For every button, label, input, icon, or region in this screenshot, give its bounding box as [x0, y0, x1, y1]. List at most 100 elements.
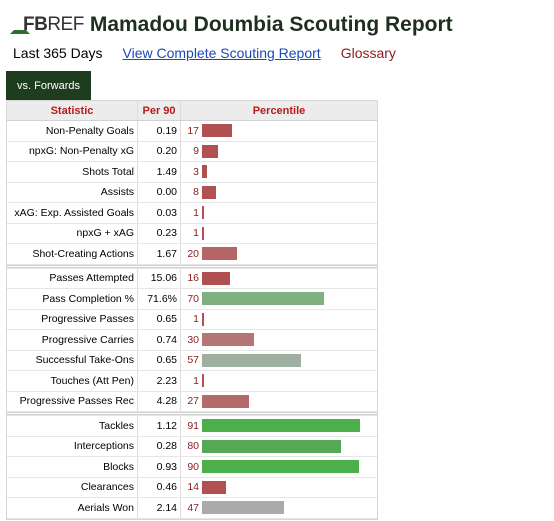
- stat-percentile-cell: 20: [181, 244, 377, 264]
- stat-percentile-cell: 30: [181, 330, 377, 350]
- percentile-bar: [202, 312, 204, 326]
- table-row: Passes Attempted 15.06 16: [7, 268, 377, 289]
- stat-percentile-cell: 17: [181, 121, 377, 141]
- stat-name: Passes Attempted: [7, 268, 138, 288]
- stat-percentile-cell: 1: [181, 203, 377, 223]
- stat-name: Clearances: [7, 477, 138, 497]
- percentile-value: 90: [187, 460, 199, 473]
- percentile-value: 27: [187, 395, 199, 408]
- percentile-value: 9: [193, 145, 199, 158]
- stat-per90: 4.28: [138, 391, 181, 411]
- table-row: npxG: Non-Penalty xG 0.20 9: [7, 141, 377, 162]
- stat-percentile-cell: 1: [181, 224, 377, 244]
- stat-percentile-cell: 91: [181, 416, 377, 436]
- stat-name: Aerials Won: [7, 498, 138, 518]
- stat-name: Interceptions: [7, 436, 138, 456]
- percentile-bar: [202, 185, 216, 199]
- stat-name: Non-Penalty Goals: [7, 121, 138, 141]
- stat-per90: 0.93: [138, 457, 181, 477]
- stat-per90: 0.74: [138, 330, 181, 350]
- table-row: Pass Completion % 71.6% 70: [7, 289, 377, 310]
- stat-per90: 0.00: [138, 182, 181, 202]
- stat-name: Tackles: [7, 416, 138, 436]
- stat-percentile-cell: 80: [181, 437, 377, 457]
- stat-per90: 0.20: [138, 141, 181, 161]
- group-separator: [7, 264, 377, 269]
- table-row: Assists 0.00 8: [7, 182, 377, 203]
- percentile-bar: [202, 165, 207, 179]
- stat-name: Progressive Passes: [7, 309, 138, 329]
- percentile-value: 70: [187, 292, 199, 305]
- table-row: npxG + xAG 0.23 1: [7, 223, 377, 244]
- stat-per90: 1.67: [138, 244, 181, 264]
- percentile-value: 14: [187, 481, 199, 494]
- stat-name: Assists: [7, 182, 138, 202]
- table-row: Blocks 0.93 90: [7, 457, 377, 478]
- stat-percentile-cell: 57: [181, 351, 377, 371]
- stat-per90: 0.65: [138, 350, 181, 370]
- table-row: xAG: Exp. Assisted Goals 0.03 1: [7, 203, 377, 224]
- period-label: Last 365 Days: [13, 45, 103, 61]
- page-title: Mamadou Doumbia Scouting Report: [89, 13, 453, 36]
- table-row: Progressive Passes 0.65 1: [7, 309, 377, 330]
- stat-name: Successful Take-Ons: [7, 350, 138, 370]
- percentile-bar: [202, 206, 204, 220]
- header-percentile[interactable]: Percentile: [252, 104, 306, 117]
- percentile-bar: [202, 439, 341, 453]
- table-row: Interceptions 0.28 80: [7, 436, 377, 457]
- stat-name: npxG + xAG: [7, 223, 138, 243]
- stat-per90: 0.03: [138, 203, 181, 223]
- table-body: Non-Penalty Goals 0.19 17 npxG: Non-Penalty…: [7, 121, 377, 519]
- stat-name: npxG: Non-Penalty xG: [7, 141, 138, 161]
- percentile-value: 47: [187, 501, 199, 514]
- fbref-logo[interactable]: FB REF: [10, 14, 84, 36]
- table-row: Non-Penalty Goals 0.19 17: [7, 121, 377, 142]
- glossary-link[interactable]: Glossary: [340, 45, 396, 61]
- stat-percentile-cell: 16: [181, 269, 377, 289]
- percentile-value: 57: [187, 354, 199, 367]
- stat-name: Progressive Passes Rec: [7, 391, 138, 411]
- stat-name: Shot-Creating Actions: [7, 244, 138, 264]
- percentile-value: 17: [187, 124, 199, 137]
- percentile-bar: [202, 501, 284, 515]
- stat-per90: 2.23: [138, 371, 181, 391]
- report-subnav: Last 365 Days View Complete Scouting Rep…: [13, 45, 416, 61]
- stat-per90: 0.46: [138, 477, 181, 497]
- percentile-value: 1: [193, 374, 199, 387]
- table-row: Tackles 1.12 91: [7, 416, 377, 437]
- percentile-bar: [202, 419, 360, 433]
- complete-report-link[interactable]: View Complete Scouting Report: [122, 45, 321, 61]
- table-row: Progressive Carries 0.74 30: [7, 330, 377, 351]
- header-per90[interactable]: Per 90: [138, 101, 181, 120]
- table-row: Clearances 0.46 14: [7, 477, 377, 498]
- percentile-bar: [202, 271, 230, 285]
- percentile-value: 3: [193, 165, 199, 178]
- header-statistic[interactable]: Statistic: [7, 101, 138, 120]
- tab-vs-forwards[interactable]: vs. Forwards: [6, 71, 91, 100]
- stat-per90: 1.49: [138, 162, 181, 182]
- percentile-value: 1: [193, 227, 199, 240]
- stat-per90: 0.65: [138, 309, 181, 329]
- percentile-bar: [202, 480, 226, 494]
- stat-name: Progressive Carries: [7, 330, 138, 350]
- percentile-value: 8: [193, 186, 199, 199]
- percentile-value: 91: [187, 419, 199, 432]
- table-row: Shots Total 1.49 3: [7, 162, 377, 183]
- table-row: Shot-Creating Actions 1.67 20: [7, 244, 377, 265]
- percentile-value: 80: [187, 440, 199, 453]
- percentile-bar: [202, 333, 254, 347]
- percentile-bar: [202, 144, 218, 158]
- percentile-bar: [202, 353, 301, 367]
- percentile-bar: [202, 226, 204, 240]
- percentile-bar: [202, 124, 232, 138]
- scouting-table: Statistic Per 90 Percentile Non-Penalty …: [6, 100, 378, 520]
- table-row: Aerials Won 2.14 47: [7, 498, 377, 519]
- stat-name: Touches (Att Pen): [7, 371, 138, 391]
- stat-per90: 0.28: [138, 436, 181, 456]
- stat-per90: 71.6%: [138, 289, 181, 309]
- stat-percentile-cell: 1: [181, 310, 377, 330]
- fbref-logo-icon: [10, 18, 30, 34]
- table-row: Successful Take-Ons 0.65 57: [7, 350, 377, 371]
- percentile-bar: [202, 394, 249, 408]
- stat-per90: 0.19: [138, 121, 181, 141]
